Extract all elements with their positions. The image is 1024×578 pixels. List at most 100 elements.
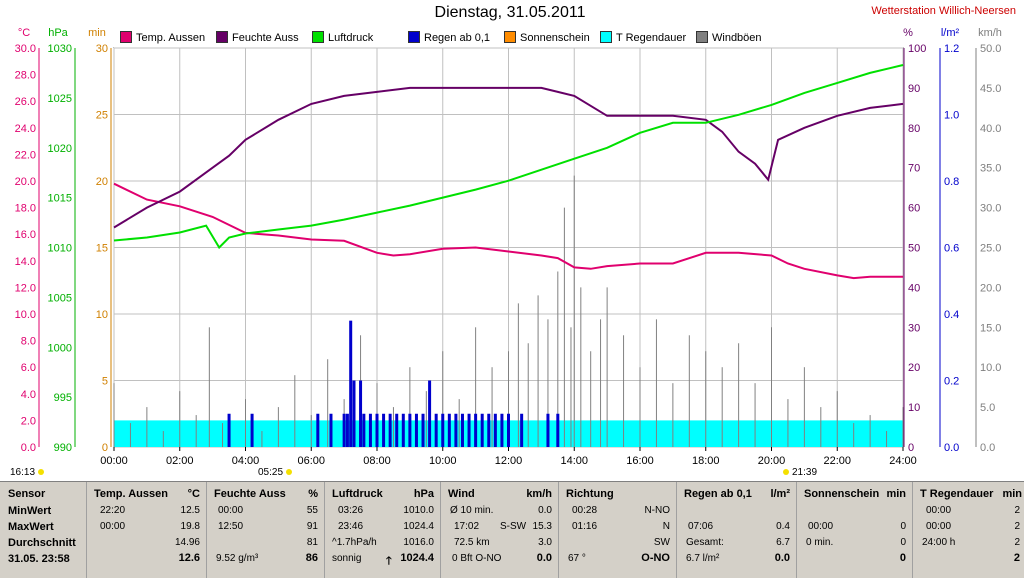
- legend-swatch-rainduration: [600, 31, 612, 43]
- direction-min: N-NO: [644, 505, 670, 516]
- temp-header: Temp. Aussen: [94, 488, 168, 500]
- wind-max-time: 17:02: [454, 521, 480, 532]
- col-sensor: Sensor MinWert MaxWert Durchschnitt 31.0…: [0, 482, 87, 578]
- rain-bar: [414, 413, 418, 447]
- y-tick-label-wind: 45.0: [980, 83, 1001, 95]
- wind-avg10-label: Ø 10 min.: [450, 505, 494, 516]
- y-tick-label-hpa: 1005: [48, 292, 72, 304]
- series-line-1: [113, 86, 904, 229]
- pressure-unit: hPa: [413, 488, 434, 500]
- col-wind: Wind km/h Ø 10 min. 0.0 17:02 S-SW 15.3 …: [440, 482, 559, 578]
- rain-bar: [408, 413, 412, 447]
- y-tick-label-celsius: 8.0: [21, 336, 36, 348]
- legend-label-sunshine: Sonnenschein: [520, 32, 590, 44]
- legend-label-humidity: Feuchte Auss: [232, 32, 299, 44]
- y-tick-label-percent: 30: [908, 322, 920, 334]
- sunset-time: 21:39: [792, 467, 818, 478]
- y-tick-label-min: 15: [96, 243, 108, 255]
- y-tick-label-wind: 5.0: [980, 402, 995, 414]
- row-label-min: MinWert: [8, 505, 52, 517]
- y-tick-label-hpa: 1010: [48, 243, 72, 255]
- x-tick-label: 08:00: [363, 455, 391, 467]
- y-tick-label-hpa: 990: [54, 442, 72, 454]
- y-tick-label-percent: 20: [908, 362, 920, 374]
- y-tick-label-min: 30: [96, 43, 108, 55]
- x-tick-label: 00:00: [100, 455, 128, 467]
- rain-bar: [227, 413, 231, 447]
- sunshine-min: 0: [900, 521, 906, 532]
- row-label-current: 31.05. 23:58: [8, 553, 70, 565]
- rain-bar: [556, 413, 560, 447]
- col-pressure: Luftdruck hPa 03:26 1010.0 23:46 1024.4 …: [324, 482, 441, 578]
- series-line-0: [113, 182, 903, 280]
- y-tick-label-rain: 1.2: [944, 43, 959, 55]
- rain-bar: [480, 413, 484, 447]
- rain-total-label: Gesamt:: [686, 537, 724, 548]
- series-line-2: [113, 64, 904, 250]
- rain-bar: [368, 413, 372, 447]
- rain-header: Regen ab 0,1: [684, 488, 752, 500]
- legend-swatch-sunshine: [504, 31, 516, 43]
- rain-bar: [250, 413, 254, 447]
- y-tick-label-percent: 40: [908, 282, 920, 294]
- x-tick-label: 06:00: [297, 455, 325, 467]
- rainduration-avg-time: 24:00 h: [922, 537, 956, 548]
- wind-dist: 72.5 km: [454, 537, 490, 548]
- pressure-min: 1010.0: [403, 505, 434, 516]
- rain-bar: [421, 413, 425, 447]
- rain-bar: [329, 413, 333, 447]
- humidity-abs: 9.52 g/m³: [216, 553, 259, 564]
- weather-chart: 00:00 02:00 04:00 06:00 08:00 10:00 12:00 14:00…: [15, 27, 1002, 467]
- temp-max: 19.8: [180, 521, 200, 532]
- x-tick-label: 18:00: [692, 455, 720, 467]
- sunrise-icon: [286, 469, 293, 475]
- rain-bar: [362, 413, 366, 447]
- x-tick-label: 02:00: [166, 455, 194, 467]
- x-tick-label: 24:00: [889, 455, 917, 467]
- rain-bar: [359, 380, 363, 447]
- rain-bar: [395, 413, 399, 447]
- direction-max: N: [662, 521, 670, 532]
- x-tick-label: 12:00: [495, 455, 523, 467]
- rain-unit: l/m²: [770, 488, 790, 500]
- y-tick-label-wind: 25.0: [980, 243, 1001, 255]
- wind-avg: 3.0: [538, 537, 552, 548]
- rain-bar: [441, 413, 445, 447]
- rain-bar: [382, 413, 386, 447]
- y-tick-label-min: 25: [96, 110, 108, 122]
- rain-sum: 6.7 l/m²: [686, 553, 720, 564]
- humidity-min-time: 00:00: [218, 505, 244, 516]
- y-tick-label-celsius: 24.0: [15, 123, 36, 135]
- y-tick-label-min: 20: [96, 176, 108, 188]
- legend-swatch-wind: [696, 31, 708, 43]
- y-tick-label-celsius: 20.0: [15, 176, 36, 188]
- sunrise: 05:25: [258, 467, 293, 478]
- y-tick-label-percent: 70: [908, 163, 920, 175]
- rainduration-max: 2: [1014, 521, 1020, 532]
- x-tick-label: 10:00: [429, 455, 457, 467]
- legend-item-sunshine: Sonnenschein: [504, 31, 590, 44]
- y-tick-label-rain: 0.6: [944, 243, 959, 255]
- temp-min-time: 22:20: [100, 505, 126, 516]
- rain-bar: [520, 413, 524, 447]
- y-tick-label-wind: 50.0: [980, 43, 1001, 55]
- legend-item-humidity: Feuchte Auss: [216, 31, 299, 44]
- humidity-max-time: 12:50: [218, 521, 244, 532]
- sunshine-avg: 0: [900, 537, 906, 548]
- sunshine-total: 0 min.: [806, 537, 834, 548]
- rainduration-max-time: 00:00: [926, 521, 952, 532]
- rainduration-current: 2: [1013, 552, 1020, 564]
- wind-unit: km/h: [526, 488, 552, 500]
- sunshine-min-time: 00:00: [808, 521, 834, 532]
- y-tick-label-celsius: 26.0: [15, 96, 36, 108]
- row-label-max: MaxWert: [8, 521, 54, 533]
- wind-bft: 0 Bft O-NO: [452, 553, 502, 564]
- y-tick-label-hpa: 1000: [48, 342, 72, 354]
- rain-bar: [474, 413, 478, 447]
- legend-label-rainduration: T Regendauer: [616, 32, 687, 44]
- axis-unit-hpa: hPa: [48, 27, 68, 39]
- rain-bar: [342, 413, 346, 447]
- rainduration-avg: 2: [1014, 537, 1020, 548]
- y-tick-label-rain: 0.4: [944, 309, 959, 321]
- axis-unit-celsius: °C: [18, 27, 30, 39]
